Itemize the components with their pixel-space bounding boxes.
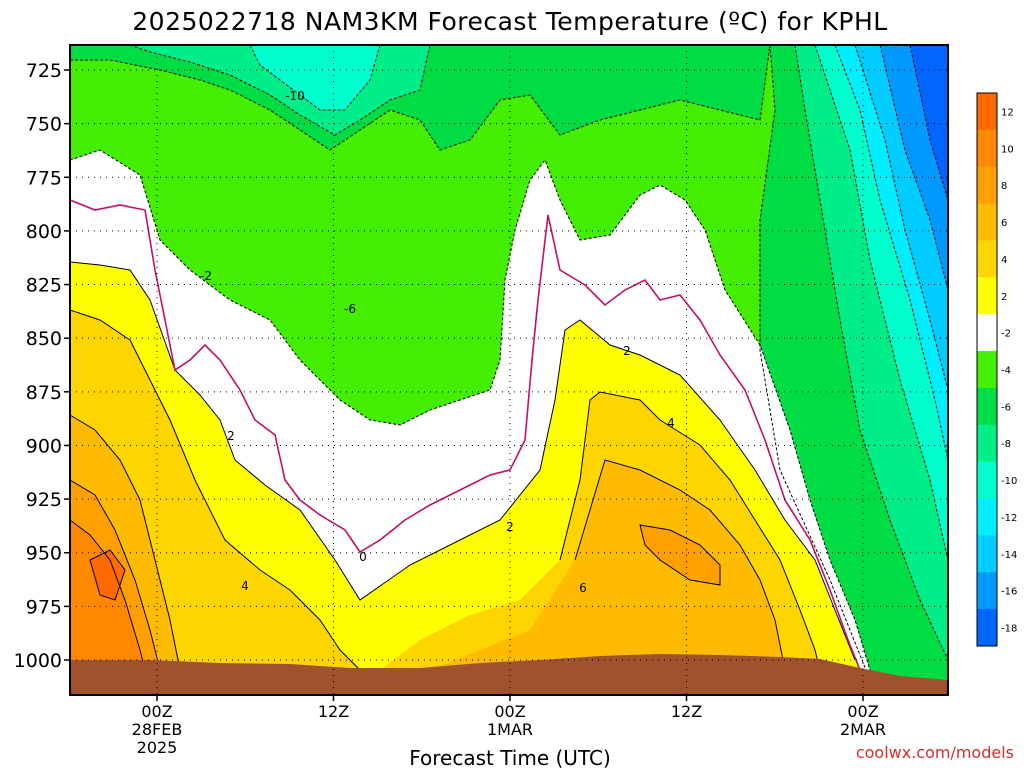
colorbar-label: 10 [1001, 144, 1014, 155]
colorbar-cell [977, 351, 997, 389]
colorbar-cell [977, 609, 997, 647]
colorbar-label: 8 [1001, 181, 1007, 192]
contour-label: -2 [200, 269, 212, 283]
colorbar-cell [977, 314, 997, 352]
colorbar-cell [977, 203, 997, 241]
ground-terrain [70, 654, 948, 695]
colorbar-cell [977, 572, 997, 610]
y-tick-label: 950 [26, 543, 62, 565]
x-tick-label: 2025 [137, 738, 178, 757]
y-tick-label: 875 [26, 382, 62, 404]
colorbar-label: -12 [1001, 513, 1017, 524]
colorbar-cell [977, 498, 997, 536]
band-minus18 [910, 45, 948, 200]
x-tick-label: 00Z [141, 702, 172, 721]
x-tick-label: 12Z [671, 702, 702, 721]
colorbar-cell [977, 461, 997, 500]
y-tick-label: 975 [26, 596, 62, 618]
contour-label: 0 [359, 550, 367, 564]
contour-labels: -10 -6 -2 2 0 2 2 4 2 4 6 [200, 89, 675, 595]
colorbar-label: 2 [1001, 292, 1007, 303]
colorbar-label: -10 [1001, 476, 1017, 487]
colorbar-label: -2 [1001, 329, 1011, 340]
x-tick-label: 00Z [847, 702, 878, 721]
x-tick-label: 1MAR [487, 720, 533, 739]
y-tick-label: 800 [26, 221, 62, 243]
colorbar-frame [976, 92, 998, 647]
y-tick-label: 825 [26, 275, 62, 297]
y-tick-label: 925 [26, 489, 62, 511]
x-tick-label: 12Z [318, 702, 349, 721]
y-tick-label: 750 [26, 114, 62, 136]
contour-label: -10 [285, 89, 305, 103]
contour-label: 2 [227, 429, 235, 443]
y-axis-ticks: 725 750 775 800 825 850 875 900 925 950 975 1000 [14, 60, 70, 672]
y-tick-label: 1000 [14, 650, 62, 672]
colorbar-cell [977, 424, 997, 463]
chart-title: 2025022718 NAM3KM Forecast Temperature (… [132, 7, 887, 36]
y-tick-label: 850 [26, 328, 62, 350]
x-tick-label: 28FEB [132, 720, 183, 739]
colorbar-cell [977, 277, 997, 315]
y-tick-label: 900 [26, 435, 62, 457]
band-12-plus [90, 550, 125, 600]
contour-label: 2 [506, 520, 514, 534]
zero-contour [70, 199, 861, 671]
colorbar-label: 6 [1001, 218, 1007, 229]
colorbar-cell [977, 129, 997, 168]
band-8-to-10-right [640, 525, 720, 585]
x-tick-label: 2MAR [840, 720, 886, 739]
y-tick-label: 775 [26, 167, 62, 189]
colorbar-cell [977, 166, 997, 205]
colorbar-label: 4 [1001, 255, 1007, 266]
x-tick-label: 00Z [494, 702, 525, 721]
plot-area [70, 45, 948, 695]
grid-lines [70, 45, 948, 695]
credit-text: coolwx.com/models [856, 743, 1014, 762]
colorbar-label: -18 [1001, 624, 1017, 635]
colorbar-cell [977, 93, 997, 131]
colorbar-label: -8 [1001, 439, 1011, 450]
colorbar-cell [977, 535, 997, 573]
colorbar-label: -4 [1001, 366, 1011, 377]
band-6-to-8-right [430, 460, 785, 670]
colorbar-cell [977, 240, 997, 278]
colorbar-label: -6 [1001, 402, 1011, 413]
colorbar-label: 12 [1001, 107, 1014, 118]
colorbar-label: -14 [1001, 550, 1017, 561]
contour-label: 6 [579, 581, 587, 595]
plot-frame [69, 44, 949, 696]
contour-label: 4 [667, 416, 675, 430]
contour-label: 4 [241, 579, 249, 593]
x-axis-label: Forecast Time (UTC) [409, 746, 611, 768]
y-tick-label: 725 [26, 60, 62, 82]
colorbar-cell [977, 387, 997, 426]
colorbar-label: -16 [1001, 587, 1017, 598]
negative-contours [70, 45, 948, 681]
contour-label: 2 [623, 344, 631, 358]
contour-label: -6 [344, 302, 356, 316]
band-minus10-upper [250, 45, 380, 110]
colorbar: 12 10 8 6 4 2 -2 -4 -6 -8 -10 -12 -14 -16 -18 [976, 92, 1017, 647]
